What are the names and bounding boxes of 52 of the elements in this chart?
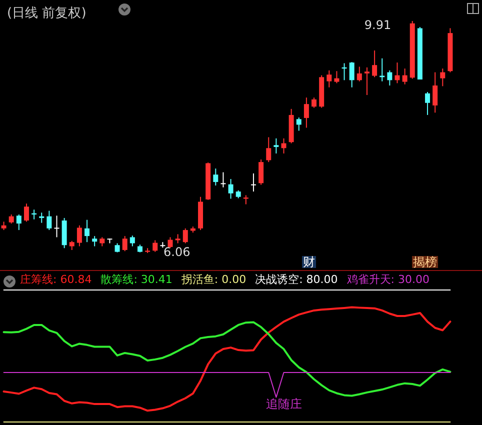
candlestick — [394, 62, 400, 84]
candlestick — [114, 242, 120, 253]
text: 财 — [303, 255, 315, 269]
candlestick — [92, 236, 98, 247]
candlestick — [69, 240, 74, 250]
candlestick — [440, 68, 446, 87]
series-label: 决战诱空: 80.00 — [255, 273, 338, 286]
candlestick — [76, 224, 82, 247]
candlestick — [16, 214, 22, 231]
annotation: 追随庄 — [266, 397, 302, 411]
candlestick — [122, 236, 128, 252]
candlestick — [220, 172, 226, 188]
candlestick — [281, 138, 286, 154]
candlestick — [175, 234, 180, 244]
text: 拐活鱼: 0.00 — [180, 273, 246, 286]
candlestick — [425, 91, 430, 116]
candlestick — [266, 136, 272, 163]
candlestick — [334, 70, 340, 84]
candlestick — [312, 97, 317, 108]
candlestick — [213, 168, 218, 186]
candlestick — [54, 215, 60, 238]
candlestick — [296, 117, 302, 132]
chart-title: (日线 前复权) — [7, 6, 86, 21]
candlestick — [152, 240, 158, 252]
candlestick — [274, 138, 279, 154]
candlestick — [372, 50, 378, 78]
candlestick — [326, 70, 332, 88]
candlestick — [84, 219, 90, 243]
candlestick — [228, 178, 234, 200]
annotation: 6.06 — [164, 245, 190, 259]
text: 鸡雀升天: 30.00 — [346, 273, 430, 286]
text: 散筹线: 30.41 — [100, 273, 172, 286]
candlestick — [304, 97, 309, 128]
candlestick — [24, 203, 29, 222]
candlestick — [356, 66, 362, 82]
candlestick — [100, 236, 105, 247]
candlestick — [258, 159, 264, 186]
candlestick — [349, 62, 354, 88]
candlestick — [8, 214, 14, 224]
text: 庄筹线: 60.84 — [20, 273, 92, 286]
annotation: 9.91 — [364, 18, 392, 32]
candlestick — [46, 210, 52, 231]
candlestick — [364, 66, 370, 96]
candlestick — [39, 212, 44, 224]
candlestick — [432, 72, 438, 114]
candlestick — [387, 70, 392, 86]
candlestick — [402, 68, 408, 85]
candlestick — [250, 172, 256, 192]
candlestick — [168, 236, 173, 249]
candlestick — [182, 228, 188, 244]
candlestick — [130, 235, 135, 247]
text: 揭榜 — [413, 255, 437, 269]
